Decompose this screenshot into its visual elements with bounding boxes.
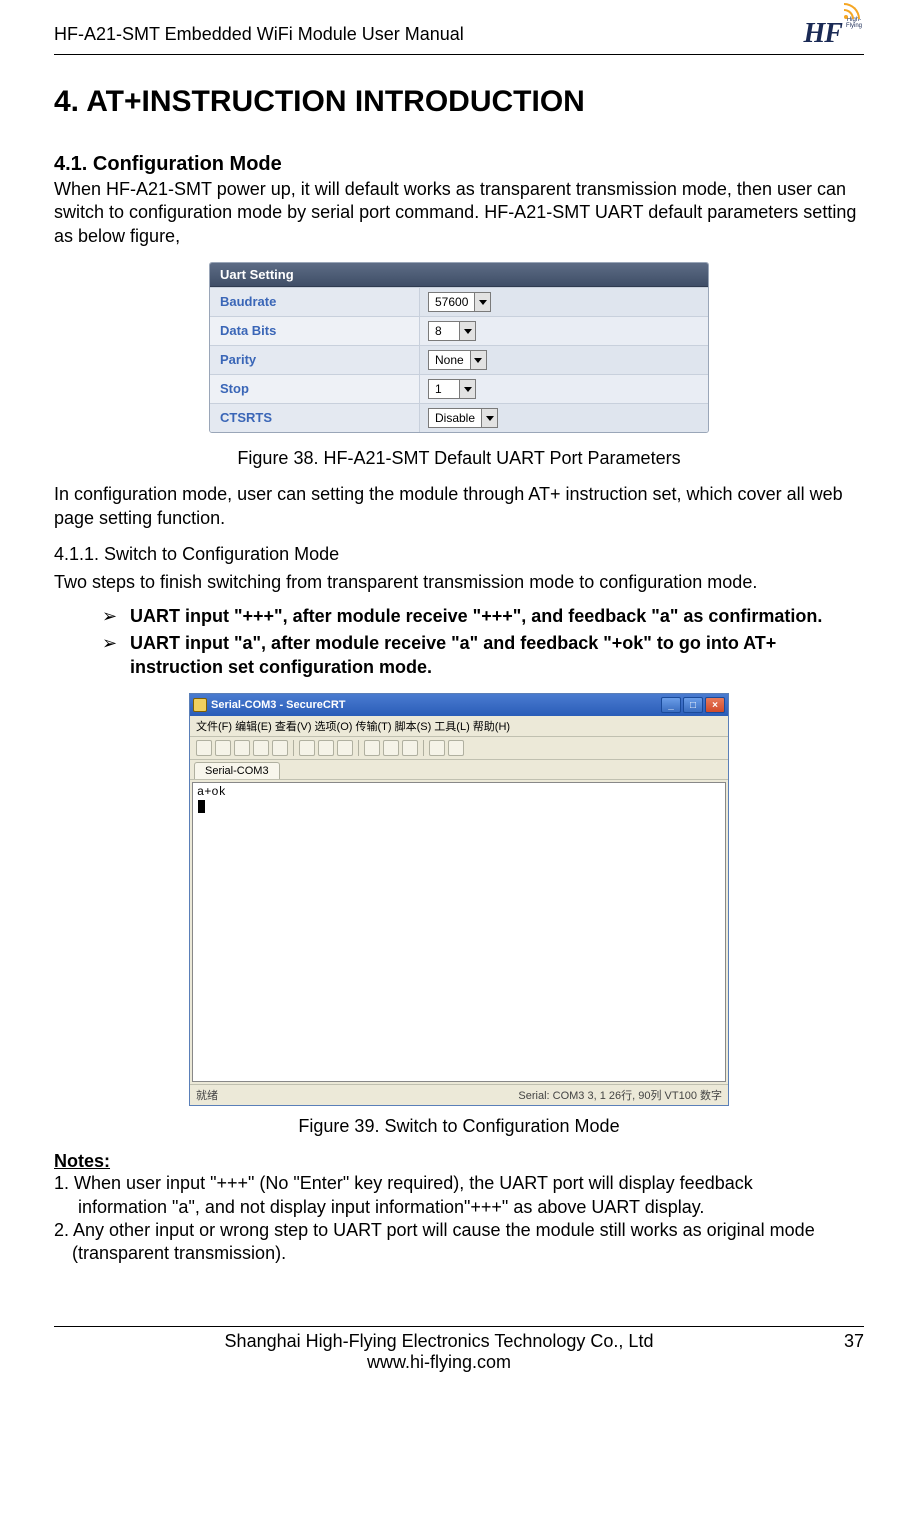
window-titlebar: Serial-COM3 - SecureCRT _ □ ×	[190, 694, 728, 716]
paragraph-3: Two steps to finish switching from trans…	[54, 571, 864, 594]
uart-value-baudrate: 57600	[420, 288, 708, 316]
notes-heading: Notes:	[54, 1151, 864, 1172]
uart-value-parity: None	[420, 346, 708, 374]
minimize-button[interactable]: _	[661, 697, 681, 713]
toolbar-icon[interactable]	[429, 740, 445, 756]
doc-title: HF-A21-SMT Embedded WiFi Module User Man…	[54, 24, 464, 45]
toolbar-icon[interactable]	[448, 740, 464, 756]
logo-text: HF	[804, 18, 842, 50]
toolbar-separator	[423, 740, 424, 756]
toolbar-icon[interactable]	[253, 740, 269, 756]
step-1: UART input "+++", after module receive "…	[102, 604, 864, 628]
menu-bar[interactable]: 文件(F) 编辑(E) 查看(V) 选项(O) 传输(T) 脚本(S) 工具(L…	[190, 716, 728, 737]
toolbar-icon[interactable]	[318, 740, 334, 756]
parity-select[interactable]: None	[428, 350, 487, 370]
uart-table: Uart Setting Baudrate 57600 Data Bits 8 …	[209, 262, 709, 433]
ctsrts-select[interactable]: Disable	[428, 408, 498, 428]
toolbar-separator	[293, 740, 294, 756]
uart-label-baudrate: Baudrate	[210, 288, 420, 316]
subsection-heading: 4.1. Configuration Mode	[54, 153, 864, 176]
subsubsection-heading: 4.1.1. Switch to Configuration Mode	[54, 544, 864, 565]
paragraph-2: In configuration mode, user can setting …	[54, 483, 864, 530]
toolbar-icon[interactable]	[196, 740, 212, 756]
paragraph-1: When HF-A21-SMT power up, it will defaul…	[54, 178, 864, 248]
page-header: HF-A21-SMT Embedded WiFi Module User Man…	[54, 18, 864, 55]
page-number: 37	[824, 1331, 864, 1373]
toolbar-icon[interactable]	[364, 740, 380, 756]
uart-label-ctsrts: CTSRTS	[210, 404, 420, 432]
chevron-down-icon	[459, 380, 475, 398]
figure-38-caption: Figure 38. HF-A21-SMT Default UART Port …	[54, 448, 864, 469]
status-right: Serial: COM3 3, 1 26行, 90列 VT100 数字	[518, 1087, 722, 1103]
uart-value-stop: 1	[420, 375, 708, 403]
status-left: 就绪	[196, 1087, 218, 1103]
note-2-line1: 2. Any other input or wrong step to UART…	[54, 1220, 815, 1240]
footer-url: www.hi-flying.com	[367, 1352, 511, 1373]
maximize-button[interactable]: □	[683, 697, 703, 713]
tab-bar: Serial-COM3	[190, 760, 728, 780]
note-1-line2: information "a", and not display input i…	[78, 1196, 864, 1219]
figure-39: Serial-COM3 - SecureCRT _ □ × 文件(F) 编辑(E…	[54, 693, 864, 1106]
figure-38: Uart Setting Baudrate 57600 Data Bits 8 …	[54, 262, 864, 438]
toolbar-separator	[358, 740, 359, 756]
terminal-output: a+ok	[197, 785, 226, 799]
toolbar-icon[interactable]	[272, 740, 288, 756]
stop-select[interactable]: 1	[428, 379, 476, 399]
toolbar-icon[interactable]	[215, 740, 231, 756]
notes-body: 1. When user input "+++" (No "Enter" key…	[54, 1172, 864, 1266]
uart-label-stop: Stop	[210, 375, 420, 403]
uart-value-ctsrts: Disable	[420, 404, 708, 432]
chevron-down-icon	[474, 293, 490, 311]
uart-label-databits: Data Bits	[210, 317, 420, 345]
cursor	[198, 800, 205, 813]
section-heading: 4. AT+INSTRUCTION INTRODUCTION	[54, 85, 864, 119]
toolbar-icon[interactable]	[234, 740, 250, 756]
toolbar-icon[interactable]	[299, 740, 315, 756]
chevron-down-icon	[470, 351, 486, 369]
window-title: Serial-COM3 - SecureCRT	[211, 699, 345, 711]
toolbar-icon[interactable]	[383, 740, 399, 756]
securecrt-window: Serial-COM3 - SecureCRT _ □ × 文件(F) 编辑(E…	[189, 693, 729, 1106]
logo: HF High-Flying	[804, 18, 864, 50]
databits-select[interactable]: 8	[428, 321, 476, 341]
close-button[interactable]: ×	[705, 697, 725, 713]
step-2: UART input "a", after module receive "a"…	[102, 631, 864, 680]
note-2-line2: (transparent transmission).	[72, 1242, 864, 1265]
chevron-down-icon	[459, 322, 475, 340]
steps-list: UART input "+++", after module receive "…	[102, 604, 864, 679]
uart-panel-title: Uart Setting	[210, 263, 708, 287]
uart-value-databits: 8	[420, 317, 708, 345]
tab-serial-com3[interactable]: Serial-COM3	[194, 762, 280, 779]
chevron-down-icon	[481, 409, 497, 427]
footer-company: Shanghai High-Flying Electronics Technol…	[225, 1331, 654, 1352]
status-bar: 就绪 Serial: COM3 3, 1 26行, 90列 VT100 数字	[190, 1084, 728, 1105]
terminal[interactable]: a+ok	[192, 782, 726, 1082]
page: HF-A21-SMT Embedded WiFi Module User Man…	[0, 0, 918, 1401]
uart-label-parity: Parity	[210, 346, 420, 374]
app-icon	[193, 698, 207, 712]
toolbar	[190, 737, 728, 760]
figure-39-caption: Figure 39. Switch to Configuration Mode	[54, 1116, 864, 1137]
toolbar-icon[interactable]	[337, 740, 353, 756]
page-footer: Shanghai High-Flying Electronics Technol…	[54, 1326, 864, 1373]
note-1-line1: 1. When user input "+++" (No "Enter" key…	[54, 1173, 753, 1193]
baudrate-select[interactable]: 57600	[428, 292, 491, 312]
toolbar-icon[interactable]	[402, 740, 418, 756]
